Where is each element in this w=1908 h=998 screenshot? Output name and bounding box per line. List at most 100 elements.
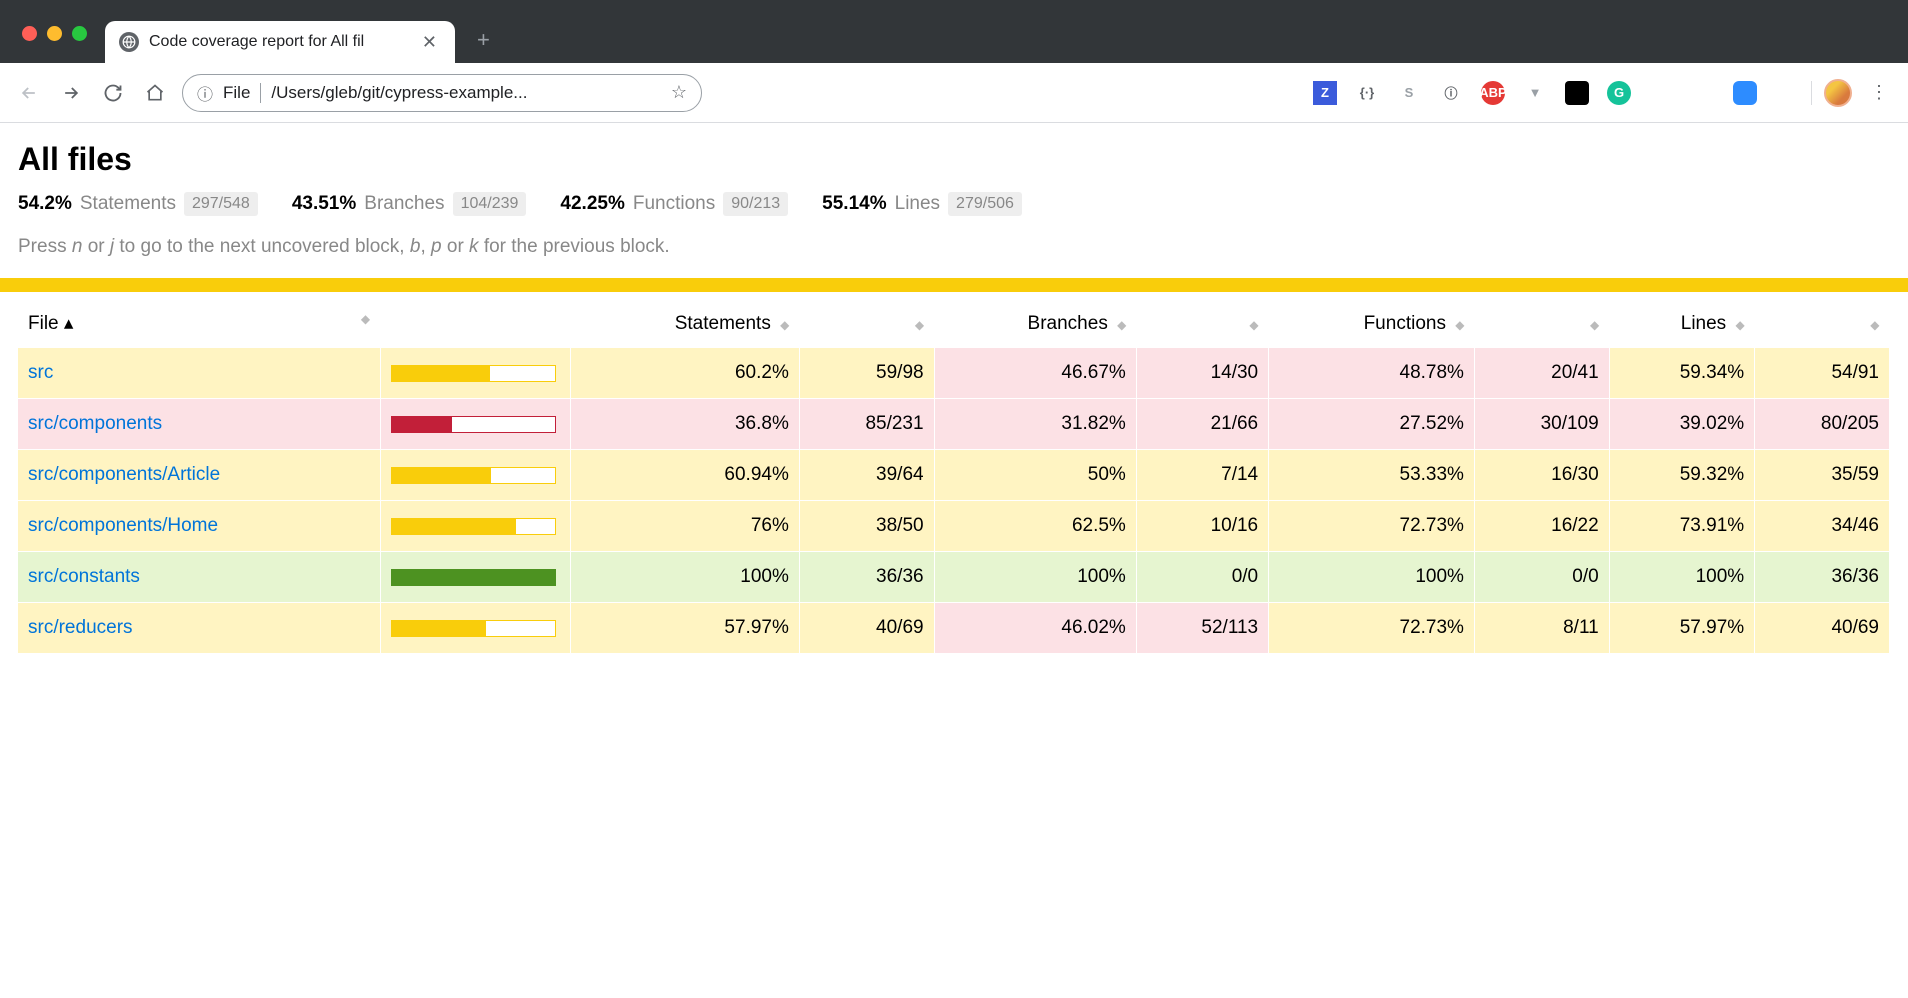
coverage-value: 59.32%	[1609, 450, 1755, 501]
coverage-value: 72.73%	[1269, 501, 1475, 552]
summary-item: 43.51%Branches104/239	[292, 192, 527, 216]
summary-pct: 54.2%	[18, 193, 72, 215]
coverage-bar-cell	[380, 603, 570, 654]
globe-icon	[119, 32, 139, 52]
table-row: src/components/Home76%38/5062.5%10/1672.…	[18, 501, 1890, 552]
coverage-value: 39/64	[799, 450, 934, 501]
coverage-value: 100%	[1609, 552, 1755, 603]
file-link[interactable]: src	[28, 362, 53, 383]
coverage-bar	[391, 620, 556, 637]
window-minimize-button[interactable]	[47, 26, 62, 41]
file-cell: src/components/Home	[18, 501, 380, 552]
col-branches-frac[interactable]: ◆	[1136, 300, 1268, 348]
col-bar[interactable]	[380, 300, 570, 348]
nav-reload-button[interactable]	[98, 78, 128, 108]
octo-ext-icon[interactable]	[1691, 81, 1715, 105]
summary-pct: 42.25%	[560, 193, 624, 215]
vue-ext-icon[interactable]: ▼	[1523, 81, 1547, 105]
summary-frac: 297/548	[184, 192, 258, 216]
info-ext-icon[interactable]: ⓘ	[1439, 81, 1463, 105]
omnibox-divider	[260, 83, 261, 103]
coverage-summary: 54.2%Statements297/54843.51%Branches104/…	[18, 192, 1890, 216]
col-statements-frac[interactable]: ◆	[799, 300, 934, 348]
coverage-value: 27.52%	[1269, 399, 1475, 450]
browser-menu-button[interactable]: ⋮	[1864, 82, 1894, 103]
toolbar-divider	[1811, 81, 1812, 105]
file-link[interactable]: src/components/Article	[28, 464, 220, 485]
coverage-value: 10/16	[1136, 501, 1268, 552]
coverage-value: 21/66	[1136, 399, 1268, 450]
coverage-value: 54/91	[1755, 348, 1890, 399]
extension-icons: Z {·} Sⓘ ABP ▼ G	[1313, 81, 1799, 105]
coverage-bar	[391, 416, 556, 433]
camera-ext-icon[interactable]	[1775, 81, 1799, 105]
col-lines-frac[interactable]: ◆	[1755, 300, 1890, 348]
window-controls	[0, 26, 105, 63]
coverage-value: 0/0	[1474, 552, 1609, 603]
profile-avatar[interactable]	[1824, 79, 1852, 107]
z-ext-icon[interactable]: Z	[1313, 81, 1337, 105]
file-link[interactable]: src/components/Home	[28, 515, 218, 536]
col-functions-frac[interactable]: ◆	[1474, 300, 1609, 348]
col-branches-pct[interactable]: Branches ◆	[934, 300, 1136, 348]
coverage-value: 35/59	[1755, 450, 1890, 501]
col-functions-pct[interactable]: Functions ◆	[1269, 300, 1475, 348]
omnibox-url-path: /Users/gleb/git/cypress-example...	[271, 83, 660, 103]
omnibox[interactable]: ⓘ File /Users/gleb/git/cypress-example..…	[182, 74, 702, 112]
separator-bar	[0, 278, 1908, 292]
site-info-icon[interactable]: ⓘ	[197, 81, 213, 105]
coverage-value: 31.82%	[934, 399, 1136, 450]
coverage-value: 59/98	[799, 348, 934, 399]
file-link[interactable]: src/components	[28, 413, 162, 434]
coverage-report-page: All files 54.2%Statements297/54843.51%Br…	[0, 123, 1908, 671]
coverage-value: 72.73%	[1269, 603, 1475, 654]
coverage-value: 76%	[570, 501, 799, 552]
new-tab-button[interactable]: +	[477, 27, 490, 53]
coverage-value: 16/30	[1474, 450, 1609, 501]
window-maximize-button[interactable]	[72, 26, 87, 41]
abp-ext-icon[interactable]: ABP	[1481, 81, 1505, 105]
file-link[interactable]: src/reducers	[28, 617, 133, 638]
feather-ext-icon[interactable]	[1649, 81, 1673, 105]
coverage-value: 36/36	[1755, 552, 1890, 603]
file-link[interactable]: src/constants	[28, 566, 140, 587]
nav-home-button[interactable]	[140, 78, 170, 108]
coverage-value: 39.02%	[1609, 399, 1755, 450]
browser-tab[interactable]: Code coverage report for All fil ✕	[105, 21, 455, 63]
summary-frac: 90/213	[723, 192, 788, 216]
bookmark-star-icon[interactable]: ☆	[671, 82, 687, 103]
kuker-ext-icon[interactable]	[1565, 81, 1589, 105]
coverage-value: 46.02%	[934, 603, 1136, 654]
window-close-button[interactable]	[22, 26, 37, 41]
summary-item: 42.25% Functions 90/213	[560, 192, 788, 216]
coverage-value: 7/14	[1136, 450, 1268, 501]
nav-back-button[interactable]	[14, 78, 44, 108]
coverage-value: 48.78%	[1269, 348, 1475, 399]
nav-forward-button[interactable]	[56, 78, 86, 108]
coverage-value: 30/109	[1474, 399, 1609, 450]
coverage-bar	[391, 569, 556, 586]
page-title: All files	[18, 141, 1890, 178]
zoom-ext-icon[interactable]	[1733, 81, 1757, 105]
s-ext-icon[interactable]: S	[1397, 81, 1421, 105]
omnibox-url-type: File	[223, 83, 250, 103]
tab-close-icon[interactable]: ✕	[418, 30, 441, 55]
coverage-value: 40/69	[1755, 603, 1890, 654]
coverage-value: 20/41	[1474, 348, 1609, 399]
tab-bar: Code coverage report for All fil ✕ +	[105, 0, 490, 63]
table-row: src60.2%59/9846.67%14/3048.78%20/4159.34…	[18, 348, 1890, 399]
coverage-bar-cell	[380, 348, 570, 399]
coverage-bar-cell	[380, 501, 570, 552]
brackets-ext-icon[interactable]: {·}	[1355, 81, 1379, 105]
coverage-value: 50%	[934, 450, 1136, 501]
summary-label: Functions	[633, 193, 715, 215]
file-cell: src	[18, 348, 380, 399]
col-file[interactable]: File ▴◆	[18, 300, 380, 348]
table-row: src/components36.8%85/23131.82%21/6627.5…	[18, 399, 1890, 450]
coverage-value: 36.8%	[570, 399, 799, 450]
file-cell: src/constants	[18, 552, 380, 603]
col-lines-pct[interactable]: Lines ◆	[1609, 300, 1755, 348]
table-header-row: File ▴◆ Statements ◆ ◆ Branches ◆ ◆ Func…	[18, 300, 1890, 348]
col-statements-pct[interactable]: Statements ◆	[570, 300, 799, 348]
grammarly-ext-icon[interactable]: G	[1607, 81, 1631, 105]
